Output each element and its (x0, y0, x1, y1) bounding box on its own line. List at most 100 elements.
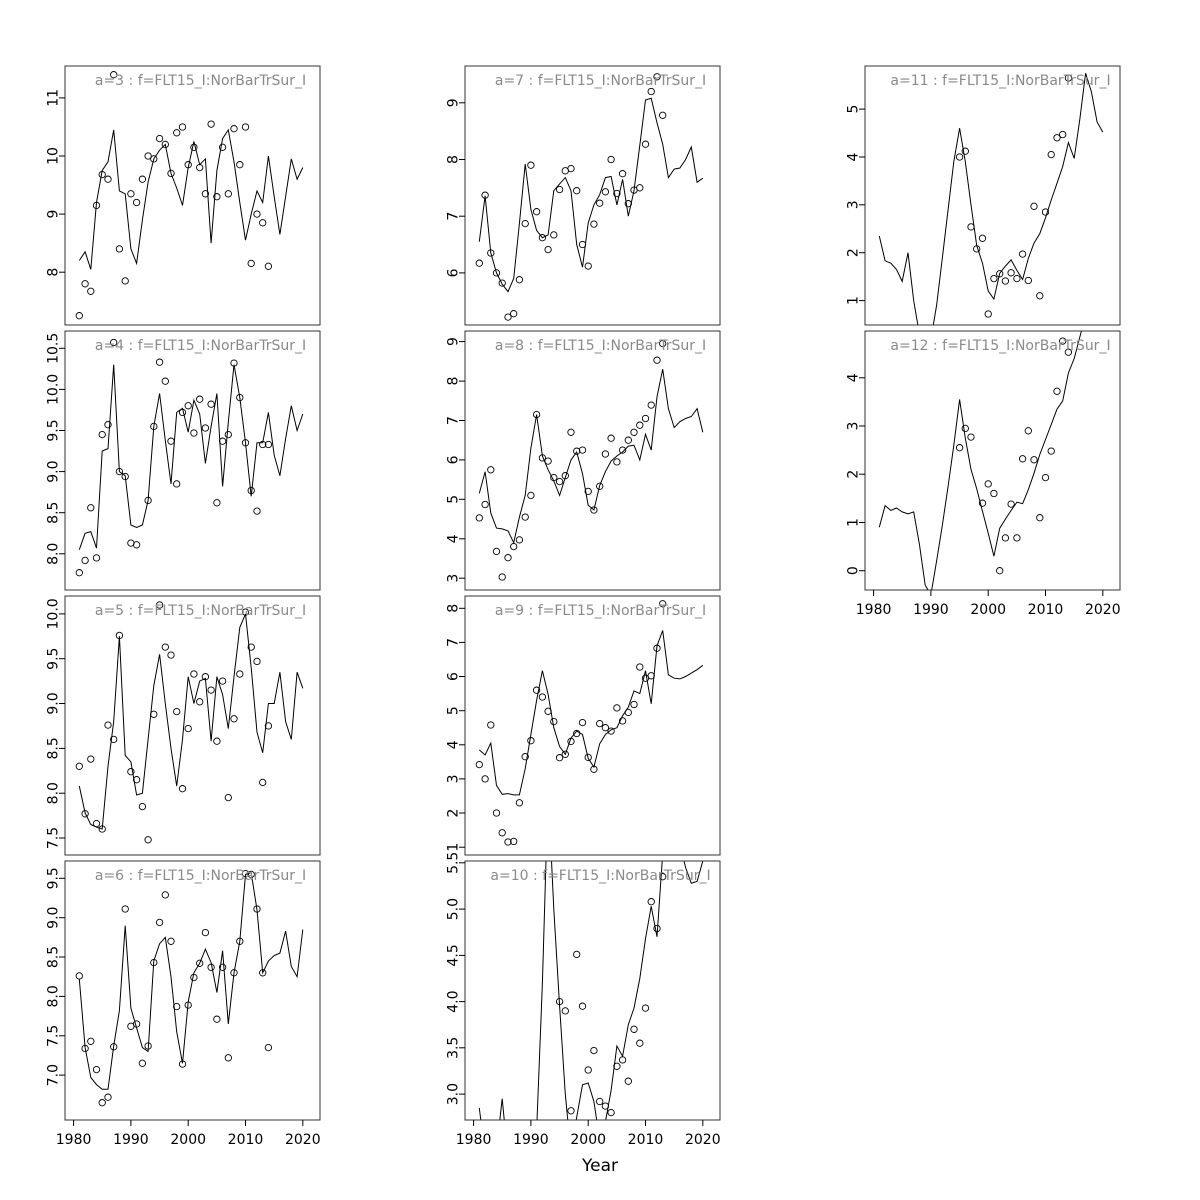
observation-points (475, 73, 667, 321)
data-point (224, 430, 232, 439)
data-point (1041, 473, 1050, 482)
data-point (138, 1059, 147, 1067)
data-point (653, 644, 661, 652)
data-point (624, 1077, 632, 1085)
data-point (196, 163, 204, 172)
x-tick-label: 2010 (1028, 602, 1064, 618)
data-point (190, 429, 198, 437)
data-point (521, 219, 529, 228)
data-point (1053, 387, 1061, 395)
data-point (1041, 208, 1050, 216)
data-point (167, 437, 175, 445)
panel-title: a=11 : f=FLT15_I:NorBarTrSur_I (890, 73, 1110, 89)
data-point (659, 873, 667, 881)
data-point (578, 718, 587, 727)
data-point (218, 437, 227, 445)
data-point (230, 715, 238, 723)
data-point (515, 276, 524, 284)
data-point (87, 755, 95, 763)
fitted-line (878, 73, 1104, 325)
data-point (630, 700, 638, 709)
data-point (92, 554, 101, 562)
data-point (510, 310, 518, 318)
data-point (218, 143, 227, 151)
data-point (207, 963, 215, 971)
data-point (110, 735, 118, 744)
data-point (515, 799, 524, 807)
panel-border (464, 330, 721, 591)
data-point (144, 836, 152, 844)
y-tick-label: 8.5 (45, 946, 61, 968)
data-point (601, 724, 610, 732)
fitted-line (78, 613, 304, 830)
data-point (87, 504, 95, 512)
data-point (636, 1039, 644, 1047)
data-point (504, 554, 512, 562)
x-tick-label: 1990 (513, 1132, 549, 1148)
y-tick-label: 3 (445, 574, 461, 583)
data-point (173, 480, 181, 488)
data-point (607, 1108, 615, 1117)
y-tick-label: 11 (45, 89, 61, 107)
y-tick-label: 8.5 (45, 737, 61, 759)
panel-a-9: a=9 : f=FLT15_I:NorBarTrSur_I 1 2 3 4 5 6 7 8 (445, 595, 721, 856)
data-point (190, 973, 198, 982)
y-tick-label: 9.0 (45, 907, 61, 929)
data-point (1064, 74, 1073, 82)
data-point (532, 208, 541, 216)
y-tick-label: 7.5 (45, 1025, 61, 1047)
data-point (544, 707, 552, 715)
data-point (213, 499, 221, 507)
y-axis: 3 4 5 6 7 8 9 (445, 337, 465, 583)
data-point (550, 231, 558, 239)
data-point (498, 573, 506, 581)
data-point (1001, 277, 1010, 285)
data-point (1007, 269, 1015, 277)
panel-border (864, 330, 1121, 591)
data-point (1024, 427, 1032, 435)
data-point (641, 1004, 650, 1012)
data-point (207, 120, 215, 128)
data-point (567, 1107, 575, 1115)
data-point (544, 245, 552, 254)
data-point (253, 507, 261, 515)
data-point (241, 869, 250, 878)
data-point (81, 280, 89, 288)
panel-a-7: a=7 : f=FLT15_I:NorBarTrSur_I 6 7 8 9 (445, 65, 721, 326)
y-tick-label: 10.5 (45, 333, 61, 364)
data-point (196, 959, 204, 967)
data-point (504, 838, 512, 846)
y-tick-label: 1 (845, 296, 861, 305)
data-point (236, 937, 244, 945)
data-point (584, 753, 592, 762)
data-point (510, 837, 518, 846)
y-tick-label: 2 (845, 470, 861, 479)
fitted-line (478, 861, 704, 1120)
data-point (510, 542, 518, 551)
data-point (1047, 447, 1055, 455)
data-point (110, 338, 118, 347)
data-point (201, 424, 210, 432)
data-point (178, 785, 187, 793)
data-point (218, 963, 227, 971)
panel-border (64, 65, 321, 326)
data-point (155, 134, 164, 143)
data-point (236, 161, 244, 169)
data-point (481, 775, 489, 783)
data-point (996, 567, 1004, 575)
data-point (150, 958, 158, 967)
data-point (636, 184, 644, 192)
data-point (264, 1043, 273, 1052)
data-point (967, 223, 975, 231)
observation-points (955, 74, 1073, 318)
data-point (590, 506, 598, 514)
data-point (475, 760, 483, 769)
data-point (104, 721, 112, 729)
data-point (492, 269, 501, 277)
data-point (555, 477, 564, 486)
data-point (653, 73, 661, 81)
data-point (110, 1043, 118, 1051)
x-axis: 1980 1990 2000 2010 2020 (56, 1120, 321, 1148)
data-point (607, 727, 615, 735)
